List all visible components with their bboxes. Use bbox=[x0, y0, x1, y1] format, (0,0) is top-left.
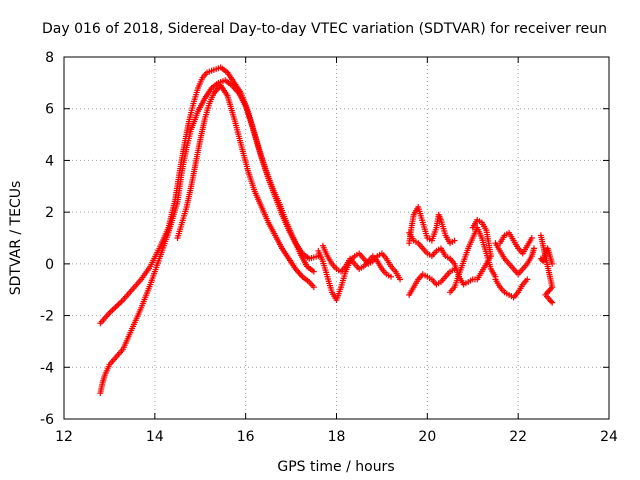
x-tick-label: 12 bbox=[55, 429, 73, 445]
y-tick-label: -4 bbox=[40, 360, 54, 376]
data-point bbox=[549, 260, 556, 267]
data-point bbox=[397, 276, 404, 283]
y-tick-label: 8 bbox=[45, 50, 54, 66]
x-tick-label: 20 bbox=[418, 429, 436, 445]
data-point bbox=[528, 235, 535, 241]
y-axis-label: SDTVAR / TECUs bbox=[8, 181, 24, 296]
y-tick-label: 2 bbox=[45, 205, 54, 221]
data-point bbox=[548, 298, 555, 305]
y-tick-label: -6 bbox=[40, 412, 54, 428]
data-point bbox=[549, 299, 556, 306]
data-point bbox=[531, 245, 538, 252]
y-tick-label: 0 bbox=[45, 257, 54, 273]
data-point bbox=[310, 268, 317, 275]
data-point bbox=[469, 224, 476, 231]
y-tick-label: -2 bbox=[40, 309, 54, 325]
y-tick-label: 4 bbox=[45, 153, 54, 169]
y-tick-label: 6 bbox=[45, 102, 54, 118]
chart-title: Day 016 of 2018, Sidereal Day-to-day VTE… bbox=[42, 21, 607, 37]
data-point bbox=[451, 237, 458, 244]
x-tick-label: 18 bbox=[328, 429, 346, 445]
x-tick-label: 24 bbox=[600, 429, 618, 445]
x-axis-label: GPS time / hours bbox=[277, 459, 394, 475]
x-tick-label: 22 bbox=[509, 429, 527, 445]
x-tick-label: 14 bbox=[146, 429, 164, 445]
data-point bbox=[524, 276, 531, 283]
data-markers bbox=[97, 64, 556, 397]
data-point bbox=[388, 273, 394, 280]
x-tick-label: 16 bbox=[237, 429, 255, 445]
data-point bbox=[310, 284, 317, 291]
